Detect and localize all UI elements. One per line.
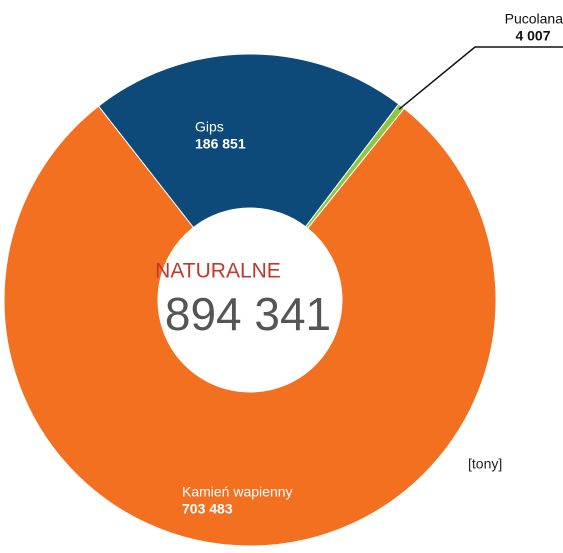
center-title: NATURALNE xyxy=(155,260,281,283)
donut-slice xyxy=(97,53,400,229)
leader-line xyxy=(398,46,563,110)
unit-label: [tony] xyxy=(468,456,502,472)
center-value: 894 341 xyxy=(165,288,331,340)
slice-value: 4 007 xyxy=(515,28,550,44)
slices xyxy=(3,53,497,547)
slice-value: 703 483 xyxy=(182,501,233,517)
slice-value: 186 851 xyxy=(195,136,246,152)
slice-label: Kamień wapienny xyxy=(182,484,293,500)
slice-label: Gips xyxy=(195,119,224,135)
slice-label: Pucolana xyxy=(505,11,563,27)
donut-slice xyxy=(3,105,497,547)
